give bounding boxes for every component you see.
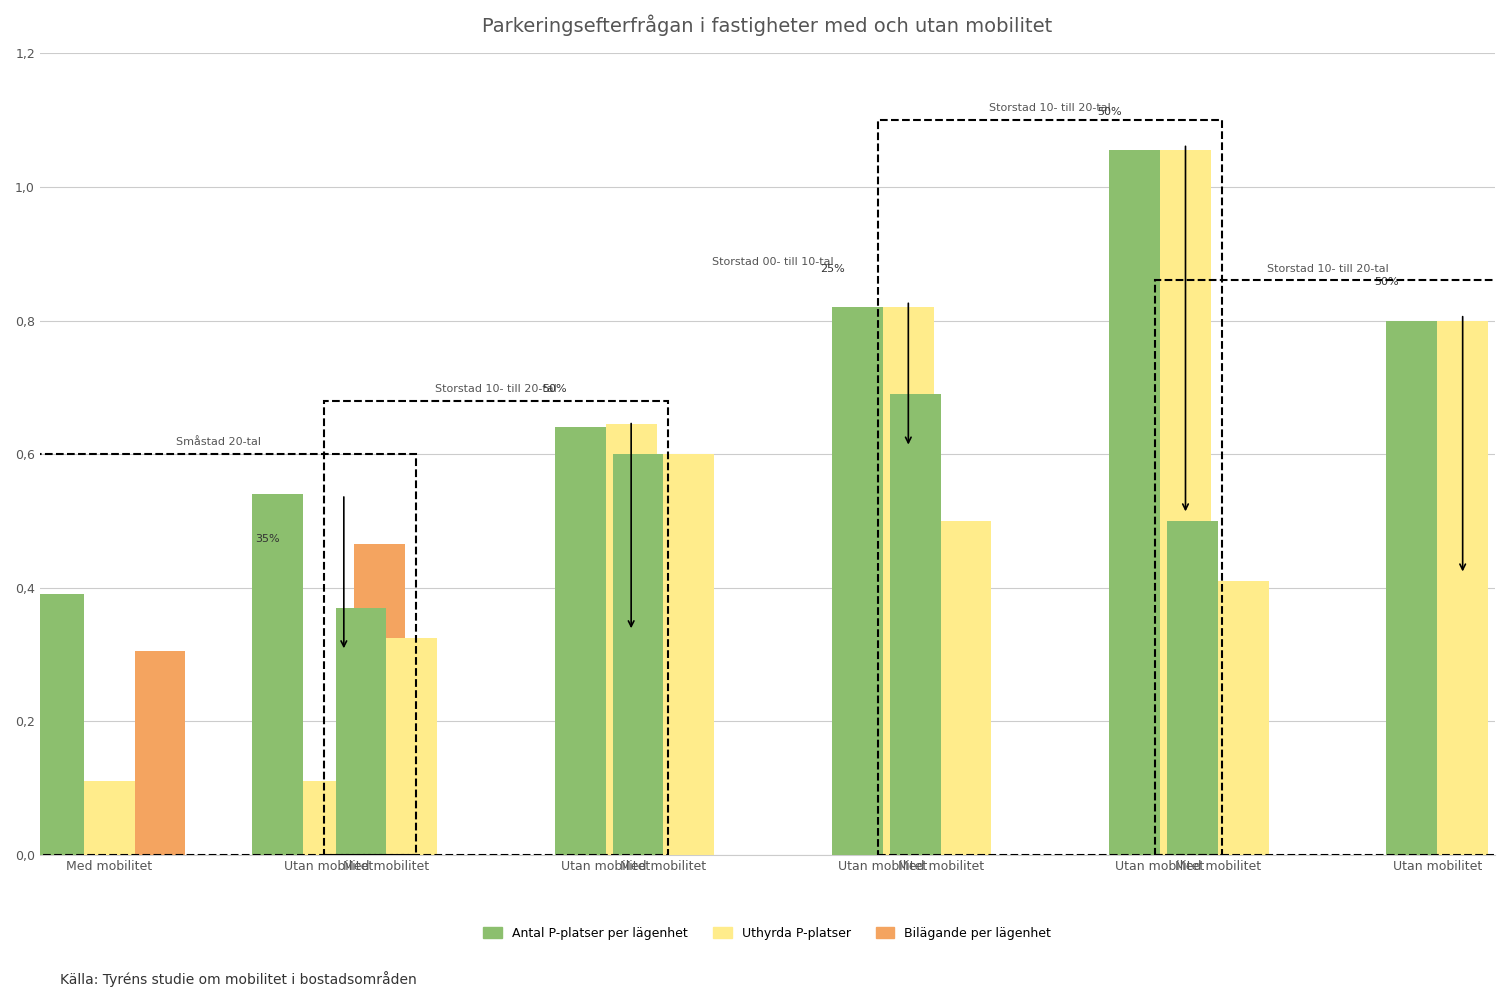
Bar <box>1160 150 1211 855</box>
Legend: Antal P-platser per lägenhet, Uthyrda P-platser, Bilägande per lägenhet: Antal P-platser per lägenhet, Uthyrda P-… <box>479 921 1057 945</box>
Bar <box>941 521 992 855</box>
Bar <box>1386 320 1438 855</box>
Bar <box>83 781 134 855</box>
Title: Parkeringsefterfrågan i fastigheter med och utan mobilitet: Parkeringsefterfrågan i fastigheter med … <box>482 15 1052 36</box>
Text: Storstad 00- till 10-tal: Storstad 00- till 10-tal <box>713 257 834 267</box>
Bar <box>883 307 933 855</box>
Bar <box>387 637 436 855</box>
Text: Storstad 10- till 20-tal: Storstad 10- till 20-tal <box>435 384 557 394</box>
Text: Storstad 10- till 20-tal: Storstad 10- till 20-tal <box>989 104 1111 114</box>
Bar <box>556 427 606 855</box>
Bar <box>1438 320 1487 855</box>
Text: 50%: 50% <box>1374 277 1398 287</box>
Bar <box>252 494 304 855</box>
Bar <box>832 307 883 855</box>
Bar <box>33 594 83 855</box>
Bar <box>1155 280 1499 855</box>
Bar <box>879 120 1223 855</box>
Bar <box>613 454 663 855</box>
Bar <box>663 454 714 855</box>
Bar <box>325 401 667 855</box>
Text: 35%: 35% <box>255 535 279 544</box>
Bar <box>606 424 657 855</box>
Text: 50%: 50% <box>542 384 568 394</box>
Text: Storstad 10- till 20-tal: Storstad 10- till 20-tal <box>1267 264 1388 274</box>
Bar <box>335 607 387 855</box>
Bar <box>21 454 417 855</box>
Text: 25%: 25% <box>820 264 844 274</box>
Bar <box>304 781 353 855</box>
Bar <box>889 394 941 855</box>
Text: Småstad 20-tal: Småstad 20-tal <box>177 437 261 447</box>
Bar <box>1167 521 1219 855</box>
Bar <box>134 652 186 855</box>
Bar <box>1219 581 1268 855</box>
Text: 50%: 50% <box>1096 107 1122 117</box>
Bar <box>353 544 405 855</box>
Bar <box>1110 150 1160 855</box>
Text: Källa: Tyréns studie om mobilitet i bostadsområden: Källa: Tyréns studie om mobilitet i bost… <box>60 971 417 987</box>
